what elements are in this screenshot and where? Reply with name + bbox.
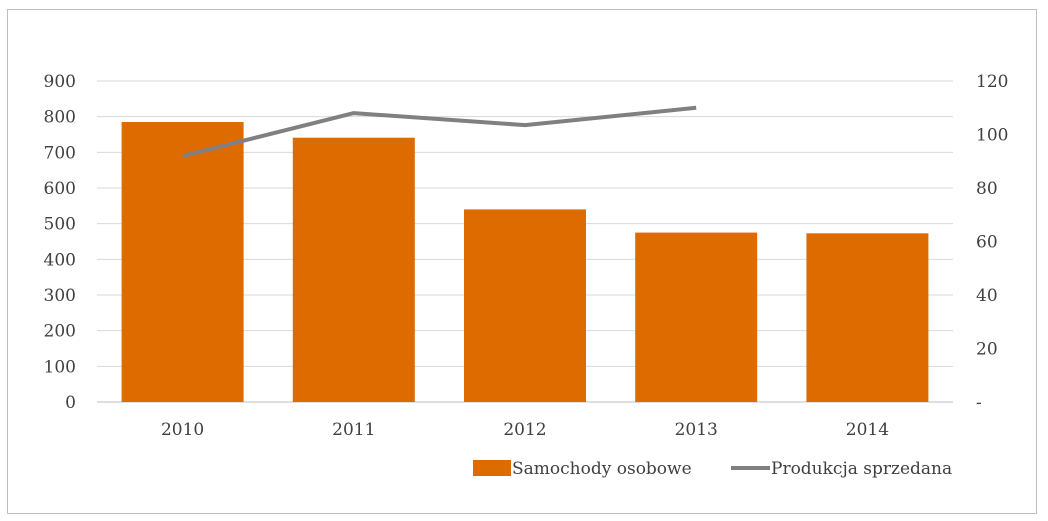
bar-2014 bbox=[806, 233, 929, 402]
y-right-tick-label: 120 bbox=[976, 72, 1008, 92]
y-left-tick-label: 800 bbox=[44, 108, 76, 128]
bar-2012 bbox=[464, 209, 586, 402]
bar-series-samochody-osobowe bbox=[121, 122, 929, 403]
y-right-tick-label: 100 bbox=[976, 126, 1008, 146]
y-left-tick-label: 700 bbox=[44, 143, 76, 163]
y-left-tick-label: 200 bbox=[44, 322, 76, 342]
y-right-tick-label: - bbox=[976, 393, 982, 413]
y-right-tick-label: 80 bbox=[976, 179, 998, 199]
y-left-tick-label: 400 bbox=[44, 250, 76, 270]
y-axis-right: - 20 40 60 80 100 120 bbox=[976, 72, 1008, 413]
y-right-tick-label: 20 bbox=[976, 340, 998, 360]
y-left-tick-label: 0 bbox=[65, 393, 76, 413]
bar-2013 bbox=[635, 232, 758, 402]
legend-swatch-samochody-osobowe bbox=[473, 460, 511, 476]
y-right-tick-label: 40 bbox=[976, 286, 998, 306]
legend-label-produkcja-sprzedana: Produkcja sprzedana bbox=[771, 459, 952, 479]
x-tick-label: 2011 bbox=[332, 420, 375, 440]
line-path bbox=[182, 105, 697, 158]
bar-2011 bbox=[292, 137, 415, 402]
x-tick-label: 2010 bbox=[161, 420, 204, 440]
x-axis: 2010 2011 2012 2013 2014 bbox=[161, 420, 889, 440]
x-tick-label: 2013 bbox=[675, 420, 718, 440]
y-left-tick-label: 500 bbox=[44, 215, 76, 235]
x-tick-label: 2014 bbox=[846, 420, 889, 440]
y-left-tick-label: 100 bbox=[44, 357, 76, 377]
y-right-tick-label: 60 bbox=[976, 233, 998, 253]
y-left-tick-label: 900 bbox=[44, 72, 76, 92]
legend: Samochody osobowe Produkcja sprzedana bbox=[473, 459, 952, 479]
y-left-tick-label: 300 bbox=[44, 286, 76, 306]
legend-label-samochody-osobowe: Samochody osobowe bbox=[512, 459, 692, 479]
line-series-produkcja-sprzedana bbox=[182, 105, 697, 158]
y-left-tick-label: 600 bbox=[44, 179, 76, 199]
x-tick-label: 2012 bbox=[503, 420, 546, 440]
y-axis-left: 0 100 200 300 400 500 600 700 800 900 bbox=[44, 72, 76, 413]
bar-2010 bbox=[121, 122, 244, 403]
